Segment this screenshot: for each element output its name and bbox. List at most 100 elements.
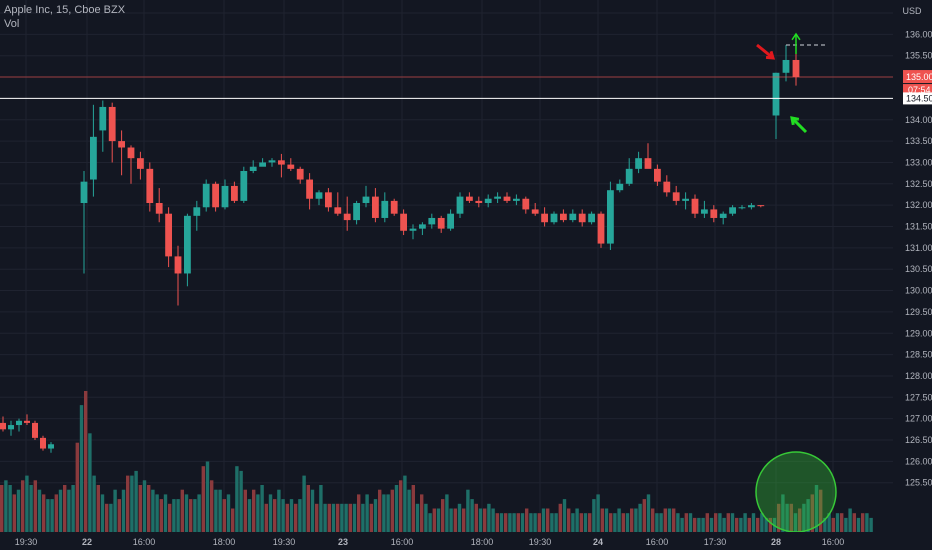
volume-bar <box>709 517 714 532</box>
volume-bar <box>533 513 537 532</box>
volume-bar <box>478 508 483 532</box>
volume-bar <box>281 499 285 532</box>
volume-bar <box>806 499 810 532</box>
volume-bar <box>352 503 357 532</box>
volume-bar <box>327 503 331 532</box>
volume-bar <box>625 513 630 532</box>
price-tick-label: 128.00 <box>905 371 932 381</box>
volume-bar <box>373 499 378 532</box>
volume-bar <box>810 494 814 532</box>
volume-bar <box>142 480 147 532</box>
volume-indicator-label[interactable]: Vol <box>4 18 20 30</box>
candle-body <box>372 196 379 218</box>
volume-bar <box>865 513 869 532</box>
volume-bar <box>491 508 495 532</box>
volume-bar <box>869 517 873 532</box>
volume-bar <box>109 503 113 532</box>
candle-body <box>306 179 313 199</box>
volume-bar <box>693 517 697 532</box>
volume-bar <box>264 503 268 532</box>
volume-bar <box>726 513 730 532</box>
volume-bar <box>21 480 25 532</box>
volume-bar <box>823 517 827 532</box>
candle-body <box>16 420 22 426</box>
candle-body <box>419 224 426 229</box>
volume-bar <box>840 513 844 532</box>
candle-body <box>757 205 765 207</box>
chart-legend: Apple Inc, 15, Cboe BZX Vol <box>4 3 125 31</box>
symbol-title[interactable]: Apple Inc, 15, Cboe BZX <box>4 4 126 16</box>
candle-body <box>40 437 46 449</box>
volume-bar <box>844 517 848 532</box>
volume-bar <box>415 503 420 532</box>
volume-bar <box>399 480 403 532</box>
volume-bar <box>735 517 739 532</box>
time-axis[interactable]: 19:30 22 16:00 18:00 19:30 23 16:00 18:00 19:30 2… <box>0 532 893 550</box>
volume-bar <box>739 517 743 532</box>
volume-bar <box>856 517 861 532</box>
green-arrow-icon <box>790 116 808 134</box>
volume-bar <box>609 513 613 532</box>
candle-body <box>127 147 135 159</box>
price-tick-label: 129.00 <box>905 328 932 338</box>
candle-body <box>8 425 14 430</box>
price-axis[interactable]: USD 136.00 135.50 135.00 134.50 134.00 133.50 1… <box>893 0 932 550</box>
volume-bar <box>256 494 260 532</box>
volume-bar <box>504 513 508 532</box>
volume-bar <box>336 503 340 532</box>
volume-bar <box>453 508 457 532</box>
volume-bar <box>344 503 348 532</box>
volume-bar <box>315 503 319 532</box>
volume-bar <box>210 480 214 532</box>
volume-bar <box>642 499 646 532</box>
volume-bar <box>558 503 562 532</box>
volume-bar <box>159 499 163 532</box>
volume-bar <box>617 508 621 532</box>
time-tick-label: 16:00 <box>391 537 414 547</box>
candle-body <box>278 160 285 165</box>
volume-bar <box>289 499 294 532</box>
volume-bar <box>546 508 550 532</box>
candle-body <box>635 158 642 169</box>
candle-body <box>782 59 790 73</box>
volume-bar <box>155 494 159 532</box>
volume-bar <box>529 513 533 532</box>
volume-bar <box>218 489 222 532</box>
horizontal-lines[interactable] <box>0 44 893 99</box>
time-tick-label: 18:00 <box>471 537 494 547</box>
volume-bar <box>394 485 399 532</box>
volume-bar <box>525 508 529 532</box>
chart-annotations <box>755 32 837 533</box>
volume-bar <box>835 513 840 532</box>
candle-body <box>0 422 6 430</box>
time-tick-label: 19:30 <box>273 537 296 547</box>
price-tick-label: 132.00 <box>905 200 932 210</box>
volume-bar <box>575 508 579 532</box>
volume-bar <box>516 513 520 532</box>
volume-bar <box>466 489 470 532</box>
volume-bar <box>655 513 659 532</box>
volume-bar <box>697 517 701 532</box>
time-tick-label: 19:30 <box>529 537 552 547</box>
volume-bar <box>151 489 155 532</box>
candle-body <box>729 207 736 214</box>
volume-bar <box>798 508 802 532</box>
time-tick-label: 16:00 <box>646 537 669 547</box>
candle-body <box>719 213 727 218</box>
price-tick-label: 127.00 <box>905 414 932 424</box>
volume-bar <box>802 503 806 532</box>
time-tick-label: 19:30 <box>15 537 38 547</box>
candle-body <box>212 183 219 208</box>
volume-bars <box>0 391 873 532</box>
volume-bar <box>743 513 747 532</box>
volume-bar <box>428 513 432 532</box>
volume-bar <box>172 499 176 532</box>
volume-bar <box>861 513 865 532</box>
candle-body <box>513 198 520 201</box>
volume-bar <box>495 513 499 532</box>
volume-bar <box>604 508 609 532</box>
volume-bar <box>243 489 247 532</box>
candle-body <box>738 207 746 209</box>
candle-body <box>240 170 248 201</box>
